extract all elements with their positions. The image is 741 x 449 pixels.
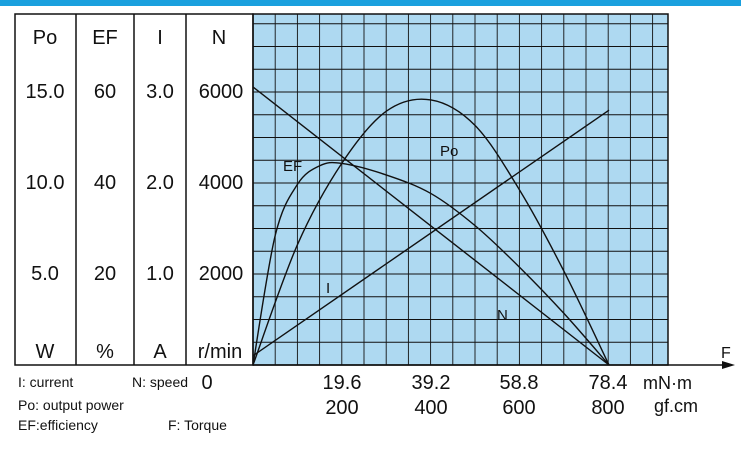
plot-area [253, 14, 668, 365]
po-column-header: Po [33, 27, 57, 49]
series-line-i [252, 109, 610, 357]
x-tick-78-4: 78.4 [589, 372, 628, 394]
ef-tick-20: 20 [94, 263, 116, 285]
n-column-header: N [212, 27, 226, 49]
i-unit: A [153, 341, 167, 363]
series-group [252, 86, 610, 366]
i-tick-1: 1.0 [146, 263, 174, 285]
series-line-ef [252, 161, 610, 366]
ef-tick-60: 60 [94, 81, 116, 103]
legend-speed: N: speed [132, 374, 188, 390]
n-tick-2000: 2000 [199, 263, 244, 285]
x-unit-mnm: mN·m [643, 373, 692, 393]
series-label-ef: EF [283, 158, 302, 175]
po-unit: W [36, 341, 55, 363]
x-axis-arrow [722, 361, 735, 369]
ef-column-header: EF [92, 27, 118, 49]
x-tick-39-2: 39.2 [412, 372, 451, 394]
x-tick-800: 800 [591, 397, 624, 419]
series-line-po [252, 98, 610, 366]
x-tick-400: 400 [414, 397, 447, 419]
x-unit-gfcm: gf.cm [654, 396, 698, 416]
legend-power: Po: output power [18, 397, 124, 413]
ef-tick-40: 40 [94, 172, 116, 194]
x-tick-600: 600 [502, 397, 535, 419]
top-accent-bar [0, 0, 741, 6]
ef-unit: % [96, 341, 114, 363]
x-tick-200: 200 [325, 397, 358, 419]
po-tick-15: 15.0 [26, 81, 65, 103]
legend-torque: F: Torque [168, 417, 227, 433]
series-line-n [252, 86, 610, 366]
n-tick-6000: 6000 [199, 81, 244, 103]
x-tick-58-8: 58.8 [500, 372, 539, 394]
po-tick-5: 5.0 [31, 263, 59, 285]
x-tick-zero: 0 [201, 372, 212, 394]
x-tick-19-6: 19.6 [323, 372, 362, 394]
series-label-po: Po [440, 143, 458, 160]
i-column-header: I [157, 27, 163, 49]
po-tick-10: 10.0 [26, 172, 65, 194]
left-scale-table [14, 13, 254, 366]
n-unit: r/min [198, 341, 242, 363]
legend-efficiency: EF:efficiency [18, 417, 98, 433]
series-label-n: N [497, 307, 508, 324]
x-axis-label: F [721, 345, 731, 362]
series-label-i: I [326, 280, 330, 297]
i-tick-3: 3.0 [146, 81, 174, 103]
i-tick-2: 2.0 [146, 172, 174, 194]
n-tick-4000: 4000 [199, 172, 244, 194]
legend-current: I: current [18, 374, 73, 390]
